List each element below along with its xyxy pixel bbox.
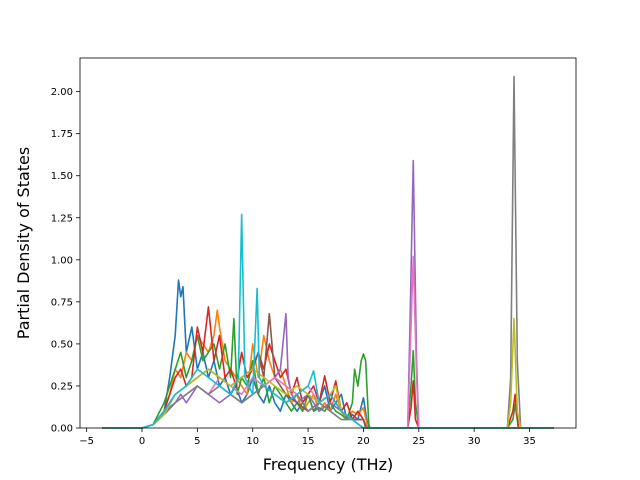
x-tick-label: 15 [302, 436, 315, 447]
x-tick-label: 25 [412, 436, 425, 447]
x-axis-label: Frequency (THz) [263, 455, 393, 474]
x-tick-label: 20 [357, 436, 370, 447]
series-line-5 [102, 159, 554, 429]
x-tick-label: 10 [246, 436, 259, 447]
x-axis-ticks: −5 0 5 10 15 20 25 30 35 [79, 428, 536, 447]
y-tick-label: 1.50 [51, 171, 73, 182]
y-axis-ticks: 0.00 0.25 0.50 0.75 1.00 1.25 1.50 1.75 2.00 [51, 87, 80, 435]
y-tick-label: 0.50 [51, 339, 73, 350]
x-tick-label: −5 [79, 436, 94, 447]
y-tick-label: 1.00 [51, 255, 73, 266]
y-tick-label: 0.75 [51, 297, 73, 308]
plot-series-group [102, 75, 554, 429]
y-tick-label: 1.25 [51, 213, 73, 224]
y-tick-label: 2.00 [51, 87, 73, 98]
x-tick-label: 0 [139, 436, 145, 447]
x-tick-label: 30 [468, 436, 481, 447]
series-line-4 [102, 306, 554, 429]
y-tick-label: 1.75 [51, 129, 73, 140]
x-tick-label: 35 [523, 436, 536, 447]
y-tick-label: 0.00 [51, 424, 73, 435]
x-tick-label: 5 [194, 436, 200, 447]
plot-area-frame [79, 57, 577, 429]
y-tick-label: 0.25 [51, 381, 73, 392]
series-line-10 [102, 213, 554, 429]
series-line-2 [102, 309, 554, 429]
y-axis-label: Partial Density of States [14, 147, 33, 339]
